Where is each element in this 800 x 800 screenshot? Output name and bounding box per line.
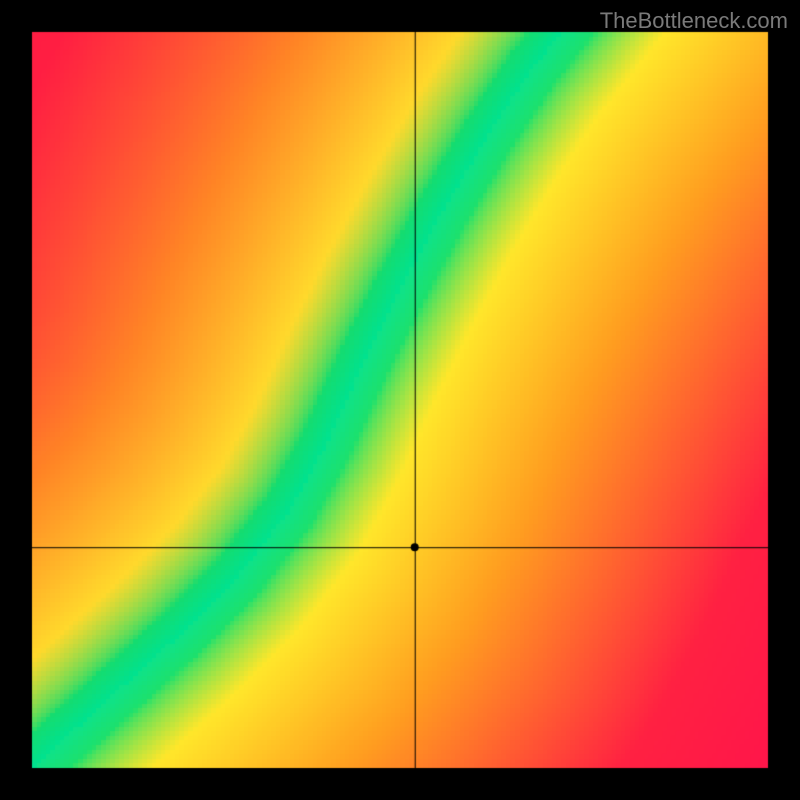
chart-container: TheBottleneck.com xyxy=(0,0,800,800)
watermark-text: TheBottleneck.com xyxy=(600,8,788,34)
bottleneck-heatmap xyxy=(0,0,800,800)
